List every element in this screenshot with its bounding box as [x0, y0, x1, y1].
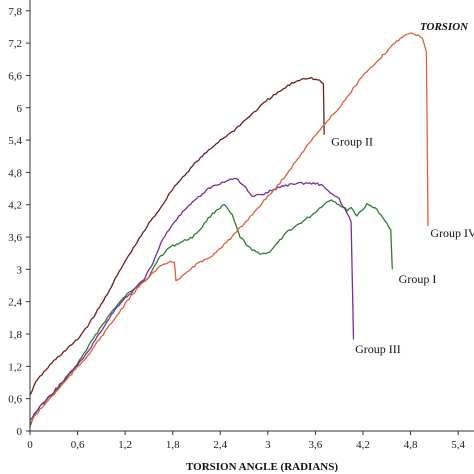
y-tick-label: 7,2 [8, 38, 22, 50]
series-line-group-i [29, 199, 393, 427]
y-tick-label: 4,2 [8, 200, 22, 212]
x-tick-label: 5,4 [451, 439, 465, 451]
y-tick-label: 5,4 [8, 135, 22, 147]
y-tick-label: 3,6 [8, 232, 22, 244]
x-tick-label: 2,4 [213, 439, 227, 451]
x-tick-label: 0 [27, 439, 33, 451]
y-tick-label: 1,8 [8, 329, 22, 341]
x-axis-title: TORSION ANGLE (RADIANS) [186, 461, 338, 473]
annotation-group-iii: Group III [355, 342, 401, 356]
series-line-group-iii [29, 177, 355, 421]
y-tick-label: 6,6 [8, 70, 22, 82]
annotation-group-ii: Group II [331, 134, 373, 148]
chart-title: TORSION [420, 21, 469, 33]
x-tick-label: 1,2 [118, 439, 132, 451]
annotations: Group II Group IV Group I Group III [331, 134, 474, 355]
y-tick-label: 4,8 [8, 167, 22, 179]
series-line-group-iv [29, 32, 429, 424]
y-tick-label: 6 [17, 103, 23, 115]
annotation-group-iv: Group IV [430, 226, 474, 240]
x-tick-label: 3,6 [309, 439, 323, 451]
x-tick-label: 4,8 [404, 439, 418, 451]
y-tick-label: 2,4 [8, 297, 22, 309]
y-tick-label: 3 [17, 264, 23, 276]
series-lines [29, 32, 429, 427]
y-tick-label: 0 [17, 426, 23, 438]
x-tick-label: 4,2 [356, 439, 370, 451]
x-tick-label: 0,6 [71, 439, 85, 451]
y-tick-label: 0,6 [8, 394, 22, 406]
axes: 0 0,6 1,2 1,8 2,4 3 3,6 4,2 4,8 5,4 6 6,6 7,2 7,8 0 0,6… [8, 0, 474, 451]
x-tick-label: 1,8 [166, 439, 180, 451]
series-line-group-ii [29, 76, 325, 396]
x-tick-label: 3 [265, 439, 271, 451]
annotation-group-i: Group I [399, 272, 437, 286]
y-tick-label: 1,2 [8, 361, 22, 373]
y-tick-label: 7,8 [8, 6, 22, 18]
